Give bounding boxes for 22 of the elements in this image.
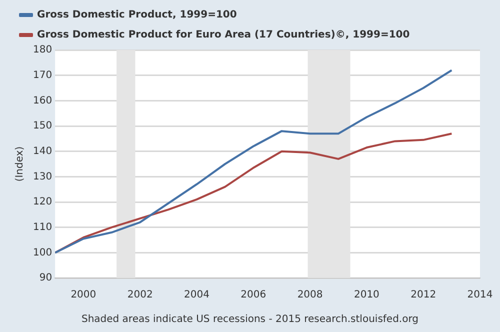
x-tick-label: 2004	[184, 290, 210, 301]
y-tick-label: 100	[32, 247, 52, 258]
y-tick-label: 110	[32, 222, 52, 233]
y-tick-label: 120	[32, 196, 52, 208]
y-tick-label: 180	[32, 44, 52, 56]
x-tick-label: 2010	[354, 290, 380, 301]
x-tick-label: 2014	[467, 290, 493, 301]
y-tick-label: 170	[32, 70, 52, 81]
y-tick-label: 160	[32, 95, 52, 106]
x-tick-label: 2012	[410, 290, 436, 301]
x-tick-label: 2006	[240, 290, 266, 301]
y-axis-title: (Index)	[14, 146, 26, 182]
y-tick-label: 150	[32, 120, 52, 132]
x-tick-label: 2008	[297, 290, 323, 301]
y-tick-label: 140	[32, 146, 52, 157]
x-tick-label: 2002	[127, 290, 153, 301]
legend-label: Gross Domestic Product, 1999=100	[37, 10, 237, 21]
y-tick-label: 130	[32, 171, 52, 182]
y-tick-label: 90	[39, 272, 52, 284]
x-tick-label: 2000	[70, 290, 96, 301]
legend-label: Gross Domestic Product for Euro Area (17 Countries)©, 1999=100	[37, 30, 410, 41]
text: Shaded areas indicate US recessions - 2015 research.stlouisfed.org	[80, 314, 420, 325]
